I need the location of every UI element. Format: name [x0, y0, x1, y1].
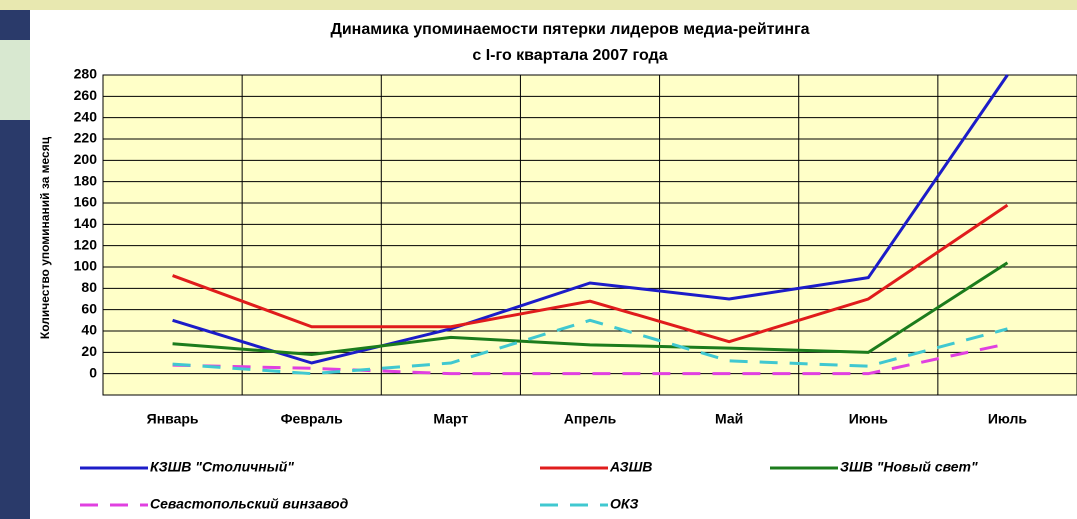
- x-tick-label: Июнь: [849, 411, 888, 427]
- x-tick-label: Февраль: [281, 411, 344, 427]
- y-axis-label: Количество упоминаний за месяц: [38, 136, 52, 339]
- y-tick-label: 200: [74, 151, 98, 167]
- y-tick-label: 220: [74, 130, 98, 146]
- legend-label: КЗШВ "Столичный": [150, 459, 294, 475]
- x-tick-label: Март: [433, 411, 468, 427]
- series-line: [172, 342, 1008, 376]
- y-tick-label: 100: [74, 258, 98, 274]
- y-tick-label: 280: [74, 66, 98, 82]
- series-line: [172, 74, 1009, 365]
- x-tick-label: Январь: [147, 411, 199, 427]
- series-line: [172, 203, 1009, 344]
- x-tick-label: Апрель: [564, 411, 617, 427]
- legend-label: АЗШВ: [609, 459, 652, 475]
- legend-label: ОКЗ: [610, 496, 639, 512]
- y-tick-label: 180: [74, 172, 98, 188]
- series-line: [172, 318, 1008, 376]
- series-line: [172, 261, 1009, 356]
- plot-border: [102, 74, 1077, 396]
- chart-title: Динамика упоминаемости пятерки лидеров м…: [330, 21, 809, 38]
- y-tick-label: 20: [81, 343, 97, 359]
- chart-subtitle: с I-го квартала 2007 года: [472, 47, 667, 64]
- y-tick-label: 140: [74, 215, 98, 231]
- y-tick-label: 0: [89, 364, 97, 380]
- y-tick-label: 80: [81, 279, 97, 295]
- y-tick-label: 160: [74, 194, 98, 210]
- x-tick-label: Май: [715, 411, 743, 427]
- y-tick-label: 260: [74, 87, 98, 103]
- legend-label: ЗШВ "Новый свет": [840, 459, 978, 475]
- x-tick-label: Июль: [988, 411, 1028, 427]
- y-tick-label: 60: [81, 300, 97, 316]
- y-tick-label: 240: [74, 108, 98, 124]
- plot-area: [102, 74, 1077, 396]
- y-tick-label: 120: [74, 236, 98, 252]
- legend-label: Севастопольский винзавод: [150, 496, 349, 512]
- top-strip: [0, 0, 1077, 10]
- y-tick-label: 40: [81, 322, 97, 338]
- side-panel: [0, 40, 30, 120]
